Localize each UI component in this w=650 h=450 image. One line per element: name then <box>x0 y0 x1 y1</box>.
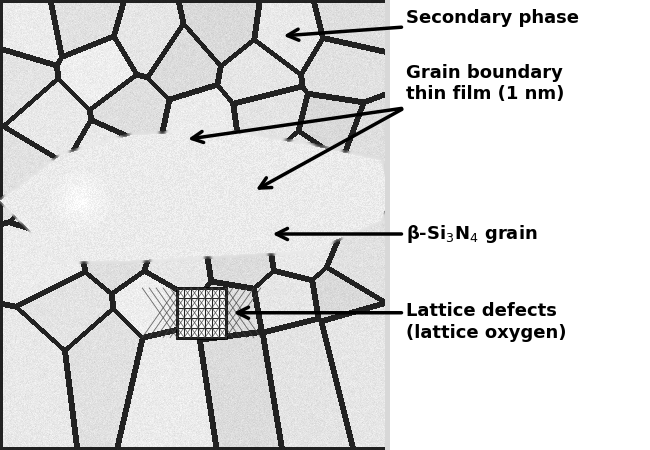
Bar <box>390 0 650 450</box>
Text: Lattice defects
(lattice oxygen): Lattice defects (lattice oxygen) <box>406 302 567 342</box>
Text: Grain boundary
thin film (1 nm): Grain boundary thin film (1 nm) <box>406 63 565 103</box>
Text: Secondary phase: Secondary phase <box>406 9 579 27</box>
Bar <box>385 0 395 450</box>
Bar <box>177 288 226 338</box>
Text: $\mathbf{\beta}$-Si$_3$N$_4$ grain: $\mathbf{\beta}$-Si$_3$N$_4$ grain <box>406 223 538 245</box>
